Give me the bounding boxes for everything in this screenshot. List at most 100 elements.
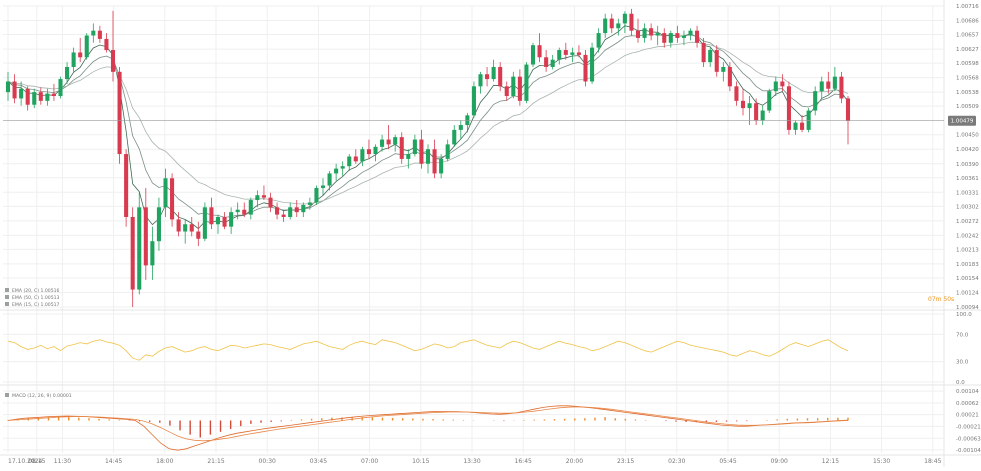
candle-body[interactable] bbox=[701, 42, 706, 63]
candle-body[interactable] bbox=[754, 103, 759, 121]
candle[interactable] bbox=[544, 50, 549, 72]
candle[interactable] bbox=[780, 74, 785, 92]
candle[interactable] bbox=[281, 209, 286, 222]
price-pane[interactable] bbox=[3, 8, 944, 307]
candle[interactable] bbox=[288, 202, 293, 220]
candle-body[interactable] bbox=[215, 216, 221, 225]
candle[interactable] bbox=[137, 192, 142, 295]
candle-body[interactable] bbox=[767, 91, 772, 111]
candle-body[interactable] bbox=[163, 178, 168, 208]
candle-body[interactable] bbox=[5, 81, 11, 93]
candle[interactable] bbox=[347, 154, 352, 172]
candle-body[interactable] bbox=[373, 146, 378, 155]
candle[interactable] bbox=[800, 115, 805, 133]
candle-body[interactable] bbox=[183, 224, 188, 232]
candle-body[interactable] bbox=[242, 209, 247, 215]
candle[interactable] bbox=[202, 202, 207, 242]
candle-body[interactable] bbox=[399, 137, 404, 159]
candle[interactable] bbox=[452, 125, 457, 147]
candle[interactable] bbox=[78, 37, 83, 63]
candle[interactable] bbox=[25, 86, 30, 111]
candle-body[interactable] bbox=[393, 137, 398, 145]
candle[interactable] bbox=[662, 28, 667, 48]
oscillator-pane[interactable] bbox=[7, 339, 849, 361]
candle[interactable] bbox=[71, 47, 76, 72]
candle[interactable] bbox=[688, 28, 693, 41]
candle[interactable] bbox=[215, 214, 221, 234]
candle-body[interactable] bbox=[688, 30, 693, 36]
candle[interactable] bbox=[373, 144, 378, 162]
candle[interactable] bbox=[471, 81, 476, 118]
candle-body[interactable] bbox=[550, 59, 555, 67]
candle-body[interactable] bbox=[491, 66, 496, 80]
candle-body[interactable] bbox=[570, 52, 575, 55]
candle[interactable] bbox=[58, 76, 63, 99]
candle[interactable] bbox=[366, 139, 371, 159]
candle-body[interactable] bbox=[780, 81, 785, 87]
candle[interactable] bbox=[12, 74, 17, 104]
candle[interactable] bbox=[826, 71, 831, 94]
candle[interactable] bbox=[222, 212, 227, 230]
candle[interactable] bbox=[124, 149, 129, 227]
candle-body[interactable] bbox=[800, 122, 805, 130]
candle[interactable] bbox=[110, 10, 116, 82]
candle-body[interactable] bbox=[78, 52, 83, 58]
candle[interactable] bbox=[51, 83, 56, 101]
candle-body[interactable] bbox=[97, 30, 102, 39]
candle-body[interactable] bbox=[813, 91, 818, 111]
candle-body[interactable] bbox=[773, 81, 778, 92]
candle-body[interactable] bbox=[51, 93, 56, 97]
ema-line-2[interactable] bbox=[7, 34, 849, 218]
candle-body[interactable] bbox=[537, 45, 542, 58]
candle[interactable] bbox=[209, 197, 214, 230]
candle[interactable] bbox=[668, 30, 673, 48]
candle[interactable] bbox=[150, 226, 155, 280]
candle-body[interactable] bbox=[596, 33, 601, 48]
candle[interactable] bbox=[622, 11, 627, 34]
candle-body[interactable] bbox=[314, 187, 319, 203]
candle-body[interactable] bbox=[58, 79, 63, 97]
candle-body[interactable] bbox=[386, 139, 391, 145]
candle[interactable] bbox=[235, 202, 240, 220]
candle[interactable] bbox=[5, 71, 11, 101]
candle[interactable] bbox=[84, 33, 89, 60]
candle[interactable] bbox=[412, 134, 417, 157]
candle[interactable] bbox=[156, 197, 161, 251]
candle[interactable] bbox=[701, 37, 706, 67]
candle-body[interactable] bbox=[695, 30, 700, 43]
candle[interactable] bbox=[773, 76, 778, 97]
candle[interactable] bbox=[793, 120, 798, 135]
candle-body[interactable] bbox=[845, 98, 851, 121]
candle[interactable] bbox=[767, 88, 772, 113]
candle[interactable] bbox=[314, 185, 319, 205]
candle[interactable] bbox=[478, 71, 483, 94]
candle-body[interactable] bbox=[819, 81, 824, 92]
candle[interactable] bbox=[498, 62, 503, 92]
candle[interactable] bbox=[727, 62, 732, 92]
candle[interactable] bbox=[747, 96, 752, 126]
macd-pane[interactable] bbox=[7, 405, 849, 451]
candle[interactable] bbox=[301, 202, 306, 217]
candle[interactable] bbox=[740, 88, 746, 116]
candle-body[interactable] bbox=[635, 30, 641, 38]
candle[interactable] bbox=[380, 134, 385, 152]
candle-body[interactable] bbox=[281, 214, 286, 217]
candle-body[interactable] bbox=[202, 207, 207, 239]
candle[interactable] bbox=[721, 62, 726, 82]
candle[interactable] bbox=[229, 207, 234, 234]
candle[interactable] bbox=[655, 25, 660, 46]
candle[interactable] bbox=[439, 154, 444, 179]
candle[interactable] bbox=[65, 62, 70, 84]
candle-body[interactable] bbox=[655, 33, 660, 36]
candle-body[interactable] bbox=[19, 88, 24, 99]
candle-body[interactable] bbox=[320, 185, 326, 188]
candle-body[interactable] bbox=[419, 139, 424, 164]
candle[interactable] bbox=[754, 98, 759, 126]
candle[interactable] bbox=[681, 30, 686, 46]
candle[interactable] bbox=[583, 50, 588, 87]
ema-line-1[interactable] bbox=[7, 25, 849, 230]
candle[interactable] bbox=[845, 96, 851, 145]
candle[interactable] bbox=[819, 76, 824, 99]
candle[interactable] bbox=[176, 212, 181, 237]
candle[interactable] bbox=[695, 25, 700, 48]
